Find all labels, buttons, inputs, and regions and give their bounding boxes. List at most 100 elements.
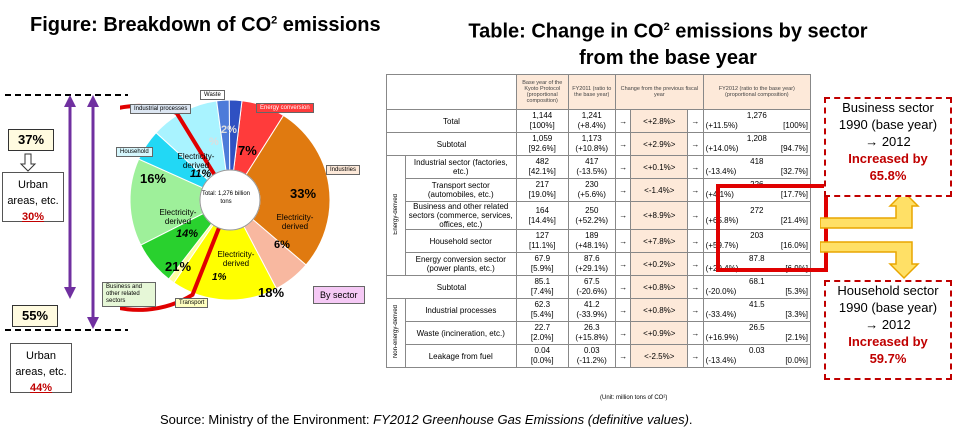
fy11-ratio: (-11.2%) [576,356,607,365]
fy12-ratio: (-13.4%) [705,167,737,176]
arrow-left: → [614,321,632,345]
fy11-value: 41.2 [583,300,600,309]
arrow-right: → [687,275,704,299]
unit-note: (Unit: million tons of CO²) [600,395,668,401]
change-value: <+0.9%> [630,321,689,345]
fy11-ratio: (-33.9%) [576,310,608,319]
arrow-left: → [614,229,632,253]
fy11-ratio: (-20.6%) [576,287,608,296]
highlight-outline [120,103,233,312]
fy12-share: [32.7%] [780,167,808,176]
callout-household: Household [116,147,153,157]
fy12-share: [2.1%] [785,333,808,342]
arrow-left: → [614,298,632,322]
emissions-table: Base year of the Kyoto Protocol (proport… [386,74,812,368]
arrow-right: → [687,201,704,230]
arrow-left: → [614,275,632,299]
arrow-right: → [687,155,704,179]
fy12-value: 68.1 [749,277,765,286]
base-value: 62.3 [534,300,551,309]
fy12-share: [17.7%] [780,190,808,199]
label-6: 6% [274,239,290,251]
base-share: [2.0%] [530,333,554,342]
change-value: <+0.2%> [630,252,689,276]
change-value: <+0.8%> [630,298,689,322]
table-row: Energy-derived Industrial sector (factori… [386,155,812,276]
fy12-share: [21.4%] [780,215,808,225]
label-elec-hh: Electricity-derived [177,152,215,170]
pct-bottom-box: 55% [12,305,58,327]
fy11-value: 0.03 [583,346,600,355]
table-row: Non-energy-derived Industrial processes 62… [386,298,812,368]
fy12-share: [16.0%] [780,241,808,250]
change-value: <+2.8%> [630,109,689,133]
table-row: Subtotal 1,059 [92.6%] 1,173 (+10.8%) → <+2.9%… [386,132,812,156]
fy12-share: [0.0%] [785,356,808,365]
row-label: Subtotal [386,132,517,156]
household-sector-box: Household sector 1990 (base year) → 2012… [824,280,952,380]
base-share: [42.1%] [528,167,556,176]
group-energy: Energy-derived [392,194,399,235]
fy12-ratio: (+16.9%) [705,333,739,342]
label-11: 11% [190,168,212,180]
base-share: [11.1%] [528,241,556,250]
row-label: Household sector [404,229,517,253]
fy11-ratio: (+10.8%) [575,144,609,153]
callout-transport: Transport [175,298,209,308]
arrow-right: → [687,132,704,156]
fy11-value: 1,241 [581,111,602,120]
callout-energy-conversion: Energy conversion [256,103,314,113]
fy11-ratio: (-13.5%) [576,167,608,176]
fy12-value: 272 [750,205,764,215]
change-value: <+0.8%> [630,275,689,299]
pct-top-box: 37% [8,129,54,151]
callout-business: Business and other related sectors [102,282,156,307]
urban-bottom-box: Urban areas, etc. 44% [10,343,72,394]
highlight-box [716,184,828,272]
fy12-ratio: (-33.4%) [705,310,737,319]
label-2: 2% [221,124,237,136]
arrow-left: → [614,252,632,276]
arrow-right: → [687,252,704,276]
table-row: Subtotal 85.1 [7.4%] 67.5 (-20.6%) → <+0.8%> → 6… [386,275,812,299]
label-18: 18% [258,285,285,300]
base-value: 22.7 [534,323,551,332]
label-14: 14% [176,228,199,240]
table-row: Waste (incineration, etc.) 22.7 [2.0%] 26.3… [387,321,812,345]
arrow-right: → [687,344,704,368]
fy12-value: 87.8 [749,254,765,263]
fy11-ratio: (+48.1%) [575,241,609,250]
fy12-share: [94.7%] [780,144,808,153]
change-value: <+2.9%> [630,132,689,156]
fy11-value: 417 [585,157,599,166]
label-16: 16% [140,171,167,186]
fy12-ratio: (-20.0%) [705,287,737,296]
fy12-value: 0.03 [749,346,765,355]
base-share: [19.0%] [528,190,556,199]
base-value: 1,144 [532,111,553,120]
change-value: <+0.1%> [630,155,689,179]
base-value: 85.1 [534,277,551,286]
source-note: Source: Ministry of the Environment: FY2… [160,412,693,427]
base-share: [100%] [529,121,555,130]
arrow-left: → [614,344,632,368]
fy12-value: 1,208 [746,134,767,143]
table-row: Total 1,144 [100%] 1,241 (+8.4%) → <+2.8%> → 1,2… [386,109,812,133]
arrow-right: → [687,298,704,322]
donut-chart [120,99,331,312]
arrow-left: → [614,155,632,179]
header-fy2011: FY2011 (ratio to the base year) [567,74,616,110]
fy12-value: 26.5 [749,323,765,332]
table-row: Leakage from fuel 0.04 [0.0%] 0.03 (-11.2%) →… [387,344,812,368]
row-label: Industrial sector (factories, etc.) [404,155,517,179]
fy12-ratio: (-13.4%) [705,356,737,365]
base-value: 482 [535,157,549,166]
fy11-value: 1,173 [581,134,602,143]
figure-title: Figure: Breakdown of CO2 emissions [30,14,381,36]
base-share: [5.9%] [530,264,554,273]
change-value: <+8.9%> [630,201,689,230]
callout-industrial-processes: Industrial processes [130,104,192,114]
row-label: Transport sector (automobiles, etc.) [404,178,517,202]
fy12-ratio: (+59.7%) [705,241,739,250]
base-share: [0.0%] [530,356,554,365]
